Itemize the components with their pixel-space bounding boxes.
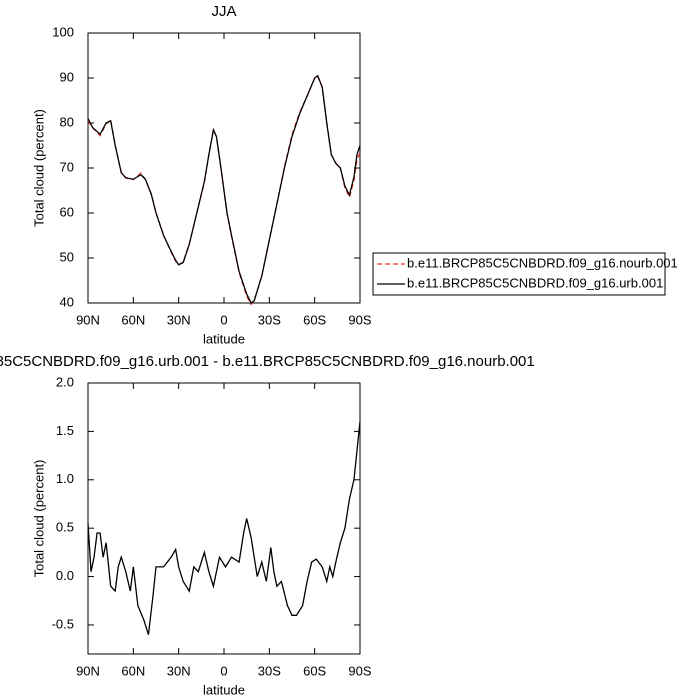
y-tick-label: 60 xyxy=(60,204,74,219)
y-tick-label: -0.5 xyxy=(52,616,74,631)
x-tick-label: 90S xyxy=(348,663,371,678)
legend-label: b.e11.BRCP85C5CNBDRD.f09_g16.nourb.001 xyxy=(407,255,678,270)
x-tick-label: 0 xyxy=(220,312,227,327)
y-tick-label: 40 xyxy=(60,294,74,309)
plot-frame xyxy=(87,32,361,304)
y-tick-label: 90 xyxy=(60,69,74,84)
y-tick-label: 0.5 xyxy=(56,520,74,535)
plot-frame xyxy=(87,382,361,655)
data-line xyxy=(87,74,361,304)
chart-title: JJA xyxy=(211,3,236,20)
y-tick-label: 1.0 xyxy=(56,471,74,486)
x-tick-label: 30S xyxy=(258,663,281,678)
y-tick-label: 50 xyxy=(60,249,74,264)
chart-title: b.e11.BRCP85C5CNBDRD.f09_g16.urb.001 - b… xyxy=(0,353,535,370)
x-tick-label: 60S xyxy=(303,663,326,678)
x-tick-label: 0 xyxy=(220,663,227,678)
x-tick-label: 90N xyxy=(76,312,100,327)
x-tick-label: 90S xyxy=(348,312,371,327)
x-tick-label: 30S xyxy=(258,312,281,327)
x-tick-label: 30N xyxy=(167,663,191,678)
x-axis-label: latitude xyxy=(203,682,245,697)
y-tick-label: 2.0 xyxy=(56,374,74,389)
x-tick-label: 60S xyxy=(303,312,326,327)
y-tick-label: 0.0 xyxy=(56,568,74,583)
x-tick-label: 60N xyxy=(121,312,145,327)
x-tick-label: 90N xyxy=(76,663,100,678)
legend-label: b.e11.BRCP85C5CNBDRD.f09_g16.urb.001 xyxy=(407,275,663,290)
x-tick-label: 30N xyxy=(167,312,191,327)
y-axis-label: Total cloud (percent) xyxy=(31,109,46,227)
y-tick-label: 1.5 xyxy=(56,423,74,438)
y-tick-label: 70 xyxy=(60,159,74,174)
legend-box xyxy=(372,252,666,296)
y-axis-label: Total cloud (percent) xyxy=(31,460,46,578)
x-tick-label: 60N xyxy=(121,663,145,678)
y-tick-label: 80 xyxy=(60,114,74,129)
y-tick-label: 100 xyxy=(52,24,74,39)
data-line xyxy=(87,421,361,635)
x-axis-label: latitude xyxy=(203,331,245,346)
